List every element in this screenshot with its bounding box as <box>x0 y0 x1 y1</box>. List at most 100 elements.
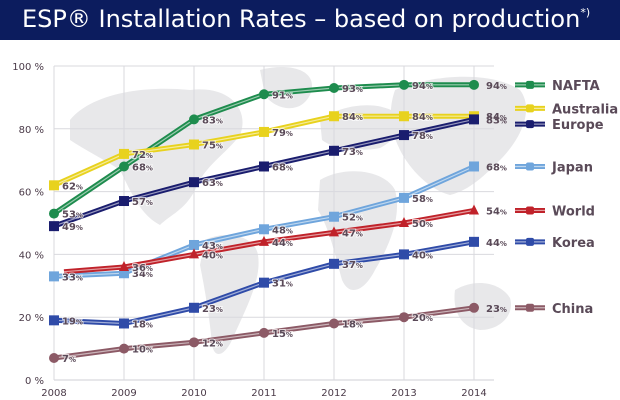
data-label-suffix: % <box>76 183 83 191</box>
data-label-australia: 84% <box>412 112 433 123</box>
data-label-value: 20 <box>412 313 426 324</box>
data-label-nafta: 94% <box>412 81 433 92</box>
data-label-suffix: % <box>146 164 153 172</box>
legend-label-korea: Korea <box>552 236 595 251</box>
data-label-value: 93 <box>342 84 356 95</box>
data-label-suffix: % <box>500 164 507 172</box>
data-label-nafta: 94% <box>486 81 507 92</box>
data-label-china: 7% <box>62 354 76 365</box>
data-label-suffix: % <box>216 340 223 348</box>
data-label-suffix: % <box>216 180 223 188</box>
data-label-suffix: % <box>146 321 153 329</box>
data-label-suffix: % <box>286 92 293 100</box>
data-label-value: 49 <box>62 222 76 233</box>
data-point-china <box>119 343 129 354</box>
legend-item-korea: Korea <box>515 236 595 251</box>
data-label-australia: 72% <box>132 150 153 161</box>
data-label-world: 44% <box>272 238 293 249</box>
data-point-nafta <box>189 114 199 125</box>
data-label-value: 23 <box>202 304 216 315</box>
data-label-suffix: % <box>146 199 153 207</box>
data-point-world <box>119 260 129 271</box>
data-point-world <box>259 235 269 246</box>
data-label-world: 36% <box>132 263 153 274</box>
data-point-nafta <box>329 82 339 93</box>
data-label-europe: 83% <box>486 115 507 126</box>
data-point-korea <box>399 249 409 260</box>
series-korea <box>49 236 479 329</box>
data-label-value: 34 <box>132 269 146 280</box>
legend-label-nafta: NAFTA <box>552 79 600 94</box>
data-label-suffix: % <box>286 227 293 235</box>
data-label-korea: 44% <box>486 238 507 249</box>
series <box>49 79 479 364</box>
legend-item-europe: Europe <box>515 118 604 133</box>
y-tick-label: 0 % <box>25 376 44 387</box>
axes: 0 %20 %40 %60 %80 %100 %2008 2009 2010 2011… <box>12 62 487 399</box>
data-label-suffix: % <box>216 252 223 260</box>
data-label-europe: 73% <box>342 147 363 158</box>
map-australia <box>454 283 511 330</box>
title-bar: ESP® Installation Rates – based on produ… <box>0 0 620 40</box>
data-label-japan: 58% <box>412 194 433 205</box>
legend-item-nafta: NAFTA <box>515 79 600 94</box>
legend-label-world: World <box>552 204 595 219</box>
data-point-europe <box>399 130 409 141</box>
data-label-suffix: % <box>146 271 153 279</box>
legend-marker-japan <box>526 162 534 171</box>
data-label-value: 12 <box>202 338 216 349</box>
legend-marker-china <box>526 303 534 312</box>
data-point-nafta <box>49 208 59 219</box>
data-label-australia: 79% <box>272 128 293 139</box>
data-point-australia <box>49 180 59 191</box>
data-label-value: 18 <box>132 319 146 330</box>
data-label-value: 31 <box>272 279 286 290</box>
data-point-japan <box>469 161 479 172</box>
data-label-value: 37 <box>342 260 356 271</box>
data-label-suffix: % <box>146 265 153 273</box>
data-label-china: 12% <box>202 338 223 349</box>
data-label-value: 54 <box>486 206 500 217</box>
data-label-value: 83 <box>486 115 500 126</box>
data-label-value: 84 <box>486 112 500 123</box>
data-point-japan <box>189 239 199 250</box>
data-point-china <box>189 337 199 348</box>
data-label-value: 33 <box>62 272 76 283</box>
series-world <box>63 204 479 275</box>
data-label-europe: 49% <box>62 222 83 233</box>
data-point-australia <box>329 111 339 122</box>
data-label-value: 58 <box>412 194 426 205</box>
data-point-europe <box>119 196 129 207</box>
data-point-korea <box>189 302 199 313</box>
data-point-australia <box>399 111 409 122</box>
data-label-value: 15 <box>272 329 286 340</box>
legend-marker-korea <box>526 237 534 246</box>
data-point-korea <box>49 315 59 326</box>
data-label-nafta: 91% <box>272 90 293 101</box>
data-label-value: 94 <box>412 81 426 92</box>
data-label-suffix: % <box>216 117 223 125</box>
data-label-value: 73 <box>342 147 356 158</box>
legend-marker-europe <box>526 120 534 129</box>
data-label-value: 52 <box>342 213 356 224</box>
data-label-suffix: % <box>426 83 433 91</box>
data-label-value: 47 <box>342 228 356 239</box>
y-tick-label: 60 % <box>19 188 44 199</box>
data-label-suffix: % <box>286 130 293 138</box>
data-label-suffix: % <box>216 243 223 251</box>
data-label-world: 50% <box>412 219 433 230</box>
x-tick-label: 2010 <box>181 388 206 399</box>
data-point-japan <box>119 268 129 279</box>
data-point-australia <box>259 126 269 137</box>
legend-label-europe: Europe <box>552 118 604 133</box>
data-label-value: 40 <box>412 250 426 261</box>
data-label-korea: 37% <box>342 260 363 271</box>
data-point-world <box>329 226 339 237</box>
legend-label-japan: Japan <box>551 160 593 175</box>
data-point-korea <box>119 318 129 329</box>
data-label-suffix: % <box>356 321 363 329</box>
data-label-value: 75 <box>202 141 216 152</box>
series-japan <box>49 161 479 282</box>
data-label-suffix: % <box>500 83 507 91</box>
data-label-suffix: % <box>69 356 76 364</box>
